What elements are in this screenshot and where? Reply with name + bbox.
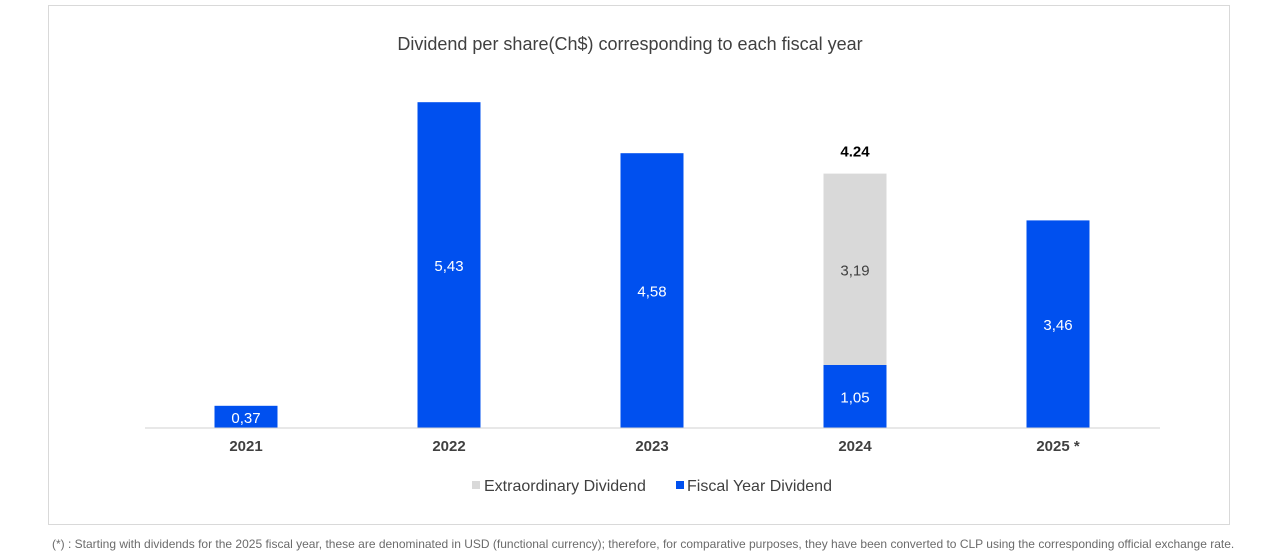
data-label-fiscal-0: 0,37	[231, 410, 260, 427]
x-tick-label-4: 2025 *	[1036, 438, 1080, 455]
dividend-bar-chart: Dividend per share(Ch$) corresponding to…	[145, 34, 1160, 495]
bar-fiscal-3	[823, 365, 887, 428]
bar-fiscal-4	[1026, 220, 1090, 428]
legend: Extraordinary Dividend Fiscal Year Divide…	[472, 478, 832, 495]
legend-marker-extraordinary	[472, 481, 480, 489]
data-label-fiscal-1: 5,43	[434, 258, 463, 275]
legend-label-fiscal: Fiscal Year Dividend	[687, 478, 832, 495]
x-tick-label-2: 2023	[635, 438, 668, 455]
data-label-fiscal-2: 4,58	[637, 284, 666, 301]
chart-title: Dividend per share(Ch$) corresponding to…	[397, 34, 862, 54]
legend-label-extraordinary: Extraordinary Dividend	[484, 478, 646, 495]
bars-layer: 0,37 5,43 4,58 1,05 3,19 4.24 3,46	[214, 102, 1090, 428]
data-label-fiscal-4: 3,46	[1043, 317, 1072, 334]
bar-extraordinary-3	[823, 173, 887, 365]
bar-fiscal-0	[214, 405, 278, 428]
footnote: (*) : Starting with dividends for the 20…	[52, 537, 1235, 551]
x-tick-label-0: 2021	[229, 438, 262, 455]
bar-fiscal-2	[620, 153, 684, 428]
x-tick-label-1: 2022	[432, 438, 465, 455]
chart-frame: Dividend per share(Ch$) corresponding to…	[48, 5, 1230, 525]
x-tick-labels: 2021 2022 2023 2024 2025 *	[229, 438, 1080, 455]
data-label-fiscal-3: 1,05	[840, 390, 869, 407]
legend-marker-fiscal	[676, 481, 684, 489]
x-tick-label-3: 2024	[838, 438, 872, 455]
bar-fiscal-1	[417, 102, 481, 428]
data-label-extraordinary-3: 3,19	[840, 262, 869, 279]
total-label-3: 4.24	[840, 144, 870, 161]
